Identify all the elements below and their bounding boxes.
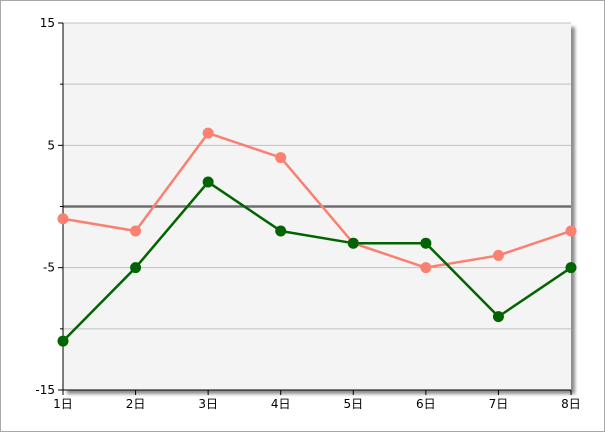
series-1-point xyxy=(57,213,69,225)
x-tick-label: 2日 xyxy=(126,397,146,411)
x-tick-label: 3日 xyxy=(198,397,218,411)
series-1-point xyxy=(275,152,287,164)
y-tick-label: -5 xyxy=(43,261,55,275)
series-2-point xyxy=(492,311,504,323)
y-tick-label: 15 xyxy=(40,16,55,30)
series-1-point xyxy=(492,249,504,261)
series-2-point xyxy=(130,262,142,274)
series-2-point xyxy=(420,237,432,249)
x-tick-label: 4日 xyxy=(271,397,291,411)
series-1-point xyxy=(130,225,142,237)
x-tick-label: 5日 xyxy=(343,397,363,411)
x-tick-label: 1日 xyxy=(53,397,73,411)
series-line-2 xyxy=(62,180,572,342)
series-1-point xyxy=(565,225,577,237)
series-2-point xyxy=(275,225,287,237)
x-tick-label: 8日 xyxy=(561,397,581,411)
series-line-1 xyxy=(62,131,572,269)
series-2-point xyxy=(347,237,359,249)
series-1-point xyxy=(202,127,214,139)
x-tick-label: 6日 xyxy=(416,397,436,411)
y-tick-label: 5 xyxy=(47,138,55,152)
x-tick-label: 7日 xyxy=(489,397,509,411)
series-2-point xyxy=(202,176,214,188)
y-tick-label: -15 xyxy=(35,383,55,397)
series-1-point xyxy=(420,262,432,274)
series-2-point xyxy=(565,262,577,274)
series-2-point xyxy=(57,335,69,347)
